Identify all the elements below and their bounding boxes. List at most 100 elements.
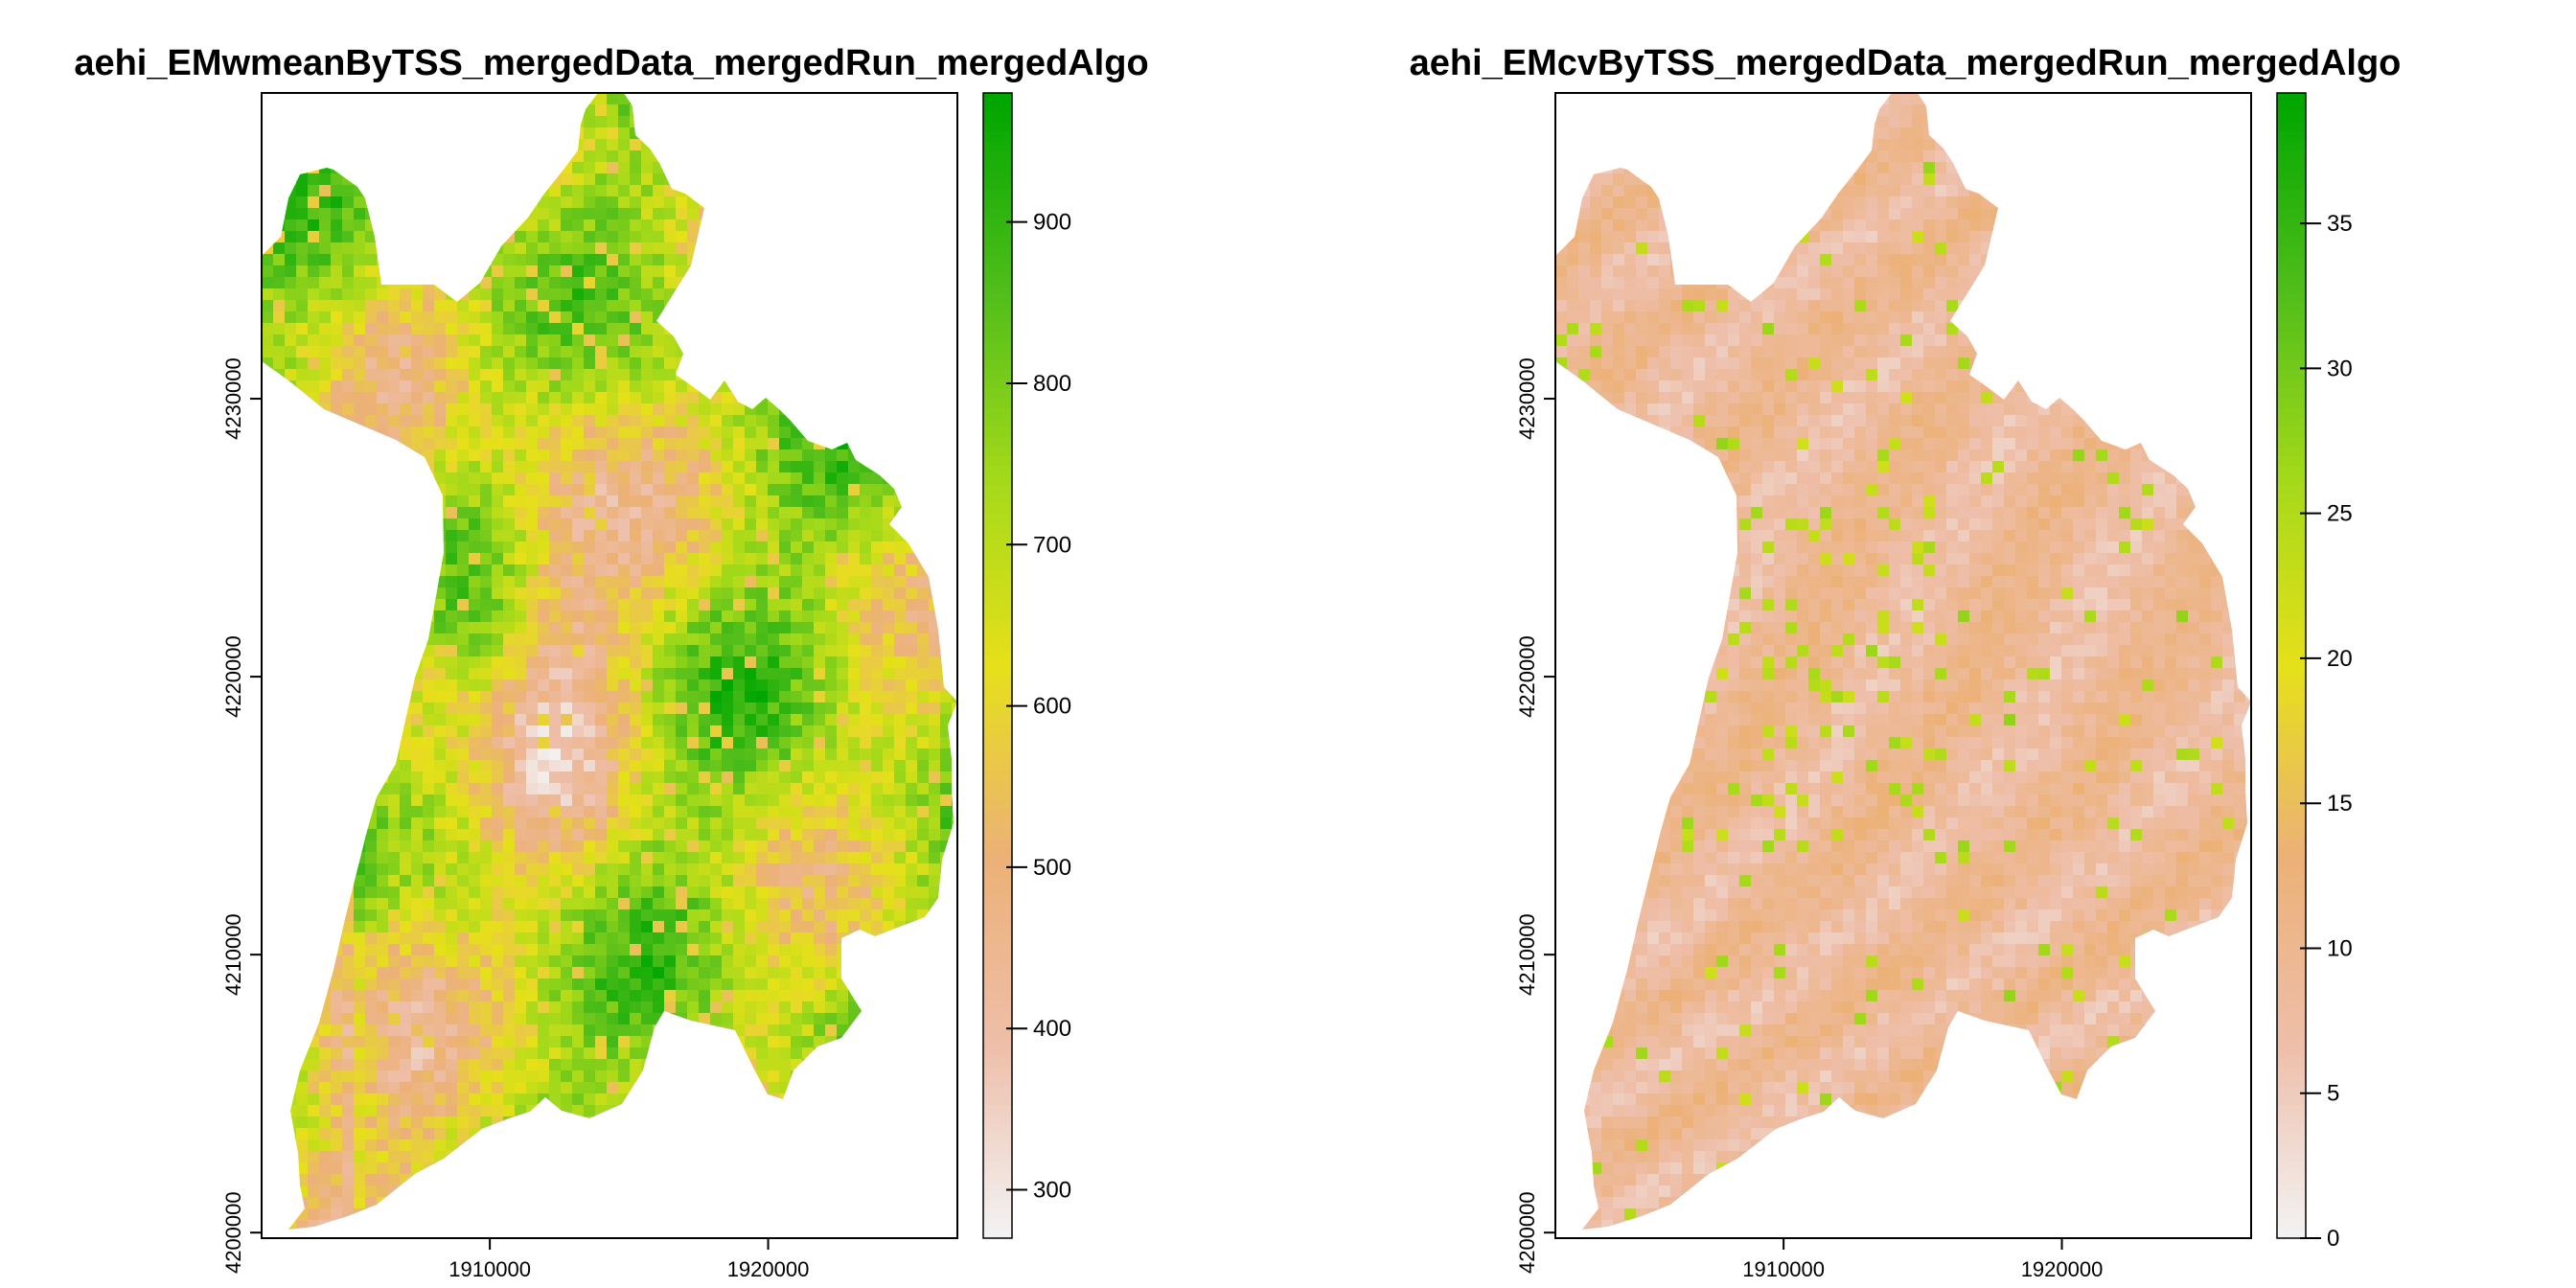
raster-cell [837,449,849,462]
raster-cell [791,599,803,611]
raster-cell [469,852,481,864]
raster-cell [917,783,930,795]
raster-cell [607,288,619,301]
raster-cell [607,196,619,209]
raster-cell [687,369,700,381]
raster-cell [354,668,366,680]
raster-cell [331,553,343,565]
raster-cell [285,346,297,358]
raster-cell [630,852,642,864]
raster-cell [687,300,700,312]
raster-cell [561,357,573,370]
raster-cell [653,829,665,841]
raster-cell [664,392,677,404]
raster-cell [503,541,516,554]
raster-cell [630,783,642,795]
raster-cell [768,311,780,324]
raster-cell [756,886,769,899]
raster-cell [319,426,332,439]
raster-cell [917,403,930,416]
raster-cell [710,104,723,117]
raster-cell [768,633,780,646]
raster-cell [423,576,435,588]
raster-cell [285,944,297,956]
raster-cell [848,921,861,933]
raster-cell [538,990,550,1002]
raster-cell [492,978,504,991]
raster-cell [354,840,366,853]
raster-cell [308,484,320,496]
raster-cell [825,495,838,508]
raster-cell [791,783,803,795]
raster-cell [940,875,953,887]
raster-cell [296,196,309,209]
raster-cell [699,369,711,381]
raster-cell [365,1001,378,1014]
raster-cell [733,955,746,968]
raster-cell [538,748,550,761]
raster-cell [630,93,642,105]
raster-cell [791,840,803,853]
raster-cell [814,840,826,853]
raster-cell [768,185,780,197]
raster-cell [354,323,366,335]
raster-cell [756,932,769,945]
raster-cell [319,679,332,692]
raster-cell [503,840,516,853]
raster-cell [503,714,516,726]
raster-cell [377,1013,389,1025]
raster-cell [388,691,401,703]
raster-cell [883,495,895,508]
raster-cell [756,909,769,922]
raster-cell [538,415,550,427]
raster-cell [423,277,435,289]
raster-cell [825,518,838,531]
raster-cell [756,760,769,772]
raster-cell [411,254,424,266]
raster-cell [618,1013,631,1025]
raster-cell [400,610,412,623]
raster-cell [745,691,757,703]
raster-cell [434,392,447,404]
raster-cell [653,495,665,508]
raster-cell [940,254,953,266]
raster-cell [664,242,677,255]
raster-cell [480,415,493,427]
raster-cell [894,369,907,381]
raster-cell [722,104,734,117]
raster-cell [515,426,527,439]
raster-cell [480,541,493,554]
raster-cell [388,116,401,128]
raster-cell [595,219,608,232]
raster-cell [906,265,918,278]
raster-cell [745,415,757,427]
raster-cell [710,990,723,1002]
raster-cell [940,357,953,370]
raster-cell [411,633,424,646]
raster-cell [676,955,688,968]
raster-cell [676,495,688,508]
raster-cell [503,380,516,393]
raster-cell [572,461,585,473]
raster-cell [296,104,309,117]
raster-cell [837,196,849,209]
raster-cell [515,162,527,174]
raster-cell [722,909,734,922]
raster-cell [319,633,332,646]
raster-cell [365,737,378,749]
raster-cell [768,392,780,404]
raster-cell [802,162,815,174]
raster-cell [860,323,872,335]
raster-cell [756,334,769,347]
raster-cell [699,679,711,692]
raster-cell [492,231,504,243]
raster-cell [388,242,401,255]
raster-cell [906,909,918,922]
raster-cell [871,1024,884,1037]
raster-cell [653,679,665,692]
raster-cell [687,518,700,531]
raster-cell [883,449,895,462]
raster-cell [526,495,539,508]
raster-cell [676,863,688,876]
raster-cell [538,737,550,749]
